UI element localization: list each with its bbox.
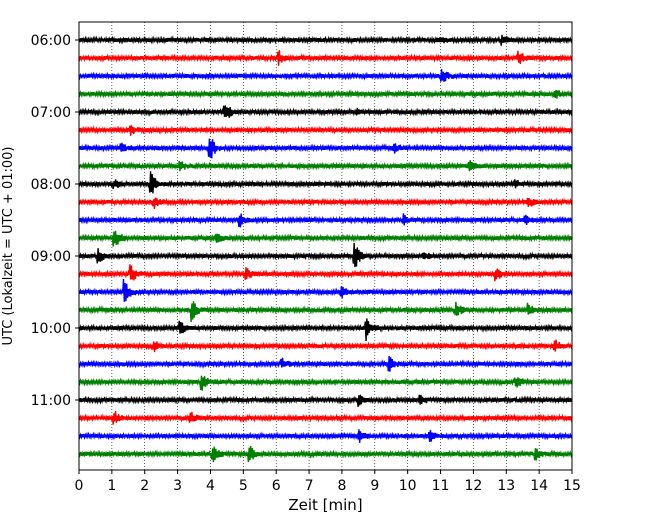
trace-0700 [78,105,573,118]
trace-0615 [78,50,573,66]
y-tick-label: 09:00 [31,249,71,265]
x-tick-label: 9 [370,478,379,494]
vertical-grid [111,22,540,470]
x-tick-label: 15 [563,478,581,494]
y-axis-label: UTC (Lokalzeit = UTC + 01:00) [1,147,16,346]
trace-0830 [78,213,573,228]
x-tick-label: 11 [432,478,450,494]
trace-0715 [78,125,573,136]
trace-0915 [78,264,573,282]
x-tick-label: 10 [399,478,417,494]
trace-1030 [78,355,573,372]
trace-1145 [78,446,573,463]
trace-0600 [78,34,573,46]
trace-1000 [78,318,573,341]
x-tick-label: 14 [530,478,548,494]
trace-1130 [78,429,573,443]
x-tick-label: 0 [75,478,84,494]
x-tick-label: 2 [140,478,149,494]
trace-0645 [78,89,573,99]
x-tick-label: 7 [305,478,314,494]
x-tick-label: 6 [272,478,281,494]
trace-0730 [78,138,573,159]
trace-1015 [78,339,573,353]
x-tick-label: 1 [107,478,116,494]
x-tick-label: 3 [173,478,182,494]
y-axis-ticks: 06:00 07:00 08:00 09:00 10:00 11:00 [31,33,79,409]
x-tick-label: 5 [239,478,248,494]
x-tick-label: 13 [497,478,515,494]
trace-0800 [78,171,573,194]
trace-1115 [78,411,573,425]
x-tick-label: 12 [464,478,482,494]
x-tick-label: 8 [337,478,346,494]
x-axis-label: Zeit [min] [288,496,362,514]
y-tick-label: 07:00 [31,105,71,121]
trace-0930 [78,279,573,302]
trace-1045 [78,375,573,391]
trace-0745 [78,160,573,172]
y-tick-label: 08:00 [31,177,71,193]
trace-0630 [78,69,573,82]
plot-frame [78,21,573,471]
y-tick-label: 11:00 [31,393,71,409]
trace-0815 [78,197,573,210]
trace-0945 [78,301,573,322]
y-tick-label: 06:00 [31,33,71,49]
y-tick-label: 10:00 [31,321,71,337]
seismic-traces [78,34,573,463]
trace-0900 [78,242,573,268]
x-axis-ticks: 0 1 2 3 4 5 6 7 8 9 10 11 12 13 14 15 [75,470,581,494]
trace-1100 [78,394,573,407]
trace-0845 [78,230,573,247]
x-tick-label: 4 [206,478,215,494]
